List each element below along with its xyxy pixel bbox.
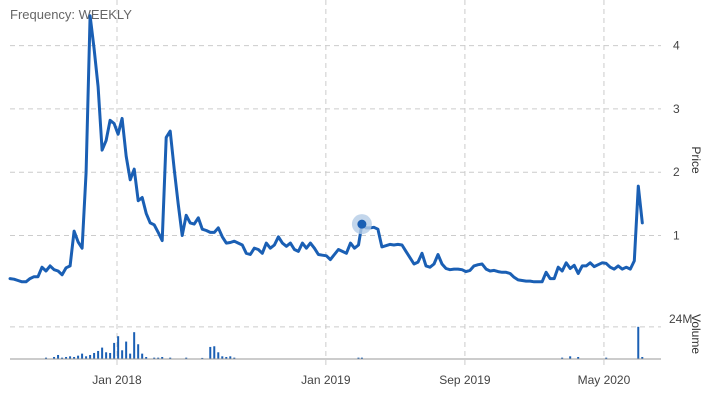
volume-bar xyxy=(93,352,96,359)
x-tick-label: Sep 2019 xyxy=(439,373,491,387)
volume-bar xyxy=(89,354,92,359)
volume-bar xyxy=(561,357,564,359)
volume-bar xyxy=(69,356,72,359)
volume-bar xyxy=(201,357,204,359)
volume-bar xyxy=(125,341,128,359)
volume-bar xyxy=(73,356,76,359)
volume-bar xyxy=(577,356,580,359)
volume-bars xyxy=(45,326,644,359)
grid-lines xyxy=(10,0,661,366)
volume-bar xyxy=(133,332,136,359)
price-tick-label: 3 xyxy=(673,102,680,116)
x-tick-label: May 2020 xyxy=(578,373,631,387)
volume-bar xyxy=(221,356,224,359)
volume-bar xyxy=(225,356,228,359)
volume-bar xyxy=(161,356,164,359)
volume-bar xyxy=(105,352,108,359)
volume-bar xyxy=(109,352,112,359)
volume-bar xyxy=(569,356,572,359)
x-tick-label: Jan 2018 xyxy=(92,373,142,387)
volume-bar xyxy=(97,350,100,359)
volume-tick-label: 24M xyxy=(669,312,692,326)
volume-bar xyxy=(57,354,60,359)
frequency-label: Frequency: WEEKLY xyxy=(10,7,132,22)
volume-bar xyxy=(209,346,212,359)
volume-bar xyxy=(185,357,188,359)
price-line xyxy=(8,14,644,284)
volume-bar xyxy=(605,357,608,359)
volume-bar xyxy=(81,353,84,359)
volume-bar xyxy=(213,346,216,359)
highlight-point xyxy=(357,219,367,229)
volume-bar xyxy=(145,356,148,359)
volume-bar xyxy=(53,356,56,359)
volume-bar xyxy=(45,357,48,359)
x-tick-label: Jan 2019 xyxy=(301,373,351,387)
price-axis-ticks: 1 2 3 4 xyxy=(673,39,680,243)
volume-bar xyxy=(169,357,172,359)
volume-bar xyxy=(113,342,116,359)
volume-bar xyxy=(229,356,232,359)
volume-bar xyxy=(61,357,64,359)
price-axis-title: Price xyxy=(689,146,703,174)
volume-bar xyxy=(65,356,68,359)
volume-bar xyxy=(117,336,120,359)
highlight-marker[interactable] xyxy=(351,214,372,235)
volume-bar xyxy=(141,353,144,359)
volume-bar xyxy=(85,356,88,359)
volume-bar xyxy=(77,355,80,359)
price-tick-label: 1 xyxy=(673,229,680,243)
volume-axis-title: Volume xyxy=(689,314,703,354)
volume-bar xyxy=(641,356,644,359)
volume-bar xyxy=(637,326,640,359)
volume-bar xyxy=(121,350,124,359)
x-axis-ticks: Jan 2018 Jan 2019 Sep 2019 May 2020 xyxy=(92,373,630,387)
volume-bar xyxy=(157,357,160,359)
price-tick-label: 4 xyxy=(673,39,680,53)
volume-bar xyxy=(217,352,220,359)
price-tick-label: 2 xyxy=(673,165,680,179)
volume-bar xyxy=(153,357,156,359)
volume-bar xyxy=(357,357,360,359)
volume-bar xyxy=(101,347,104,359)
volume-bar xyxy=(129,353,132,359)
volume-bar xyxy=(360,357,363,359)
volume-bar xyxy=(137,344,140,359)
volume-bar xyxy=(233,357,236,359)
